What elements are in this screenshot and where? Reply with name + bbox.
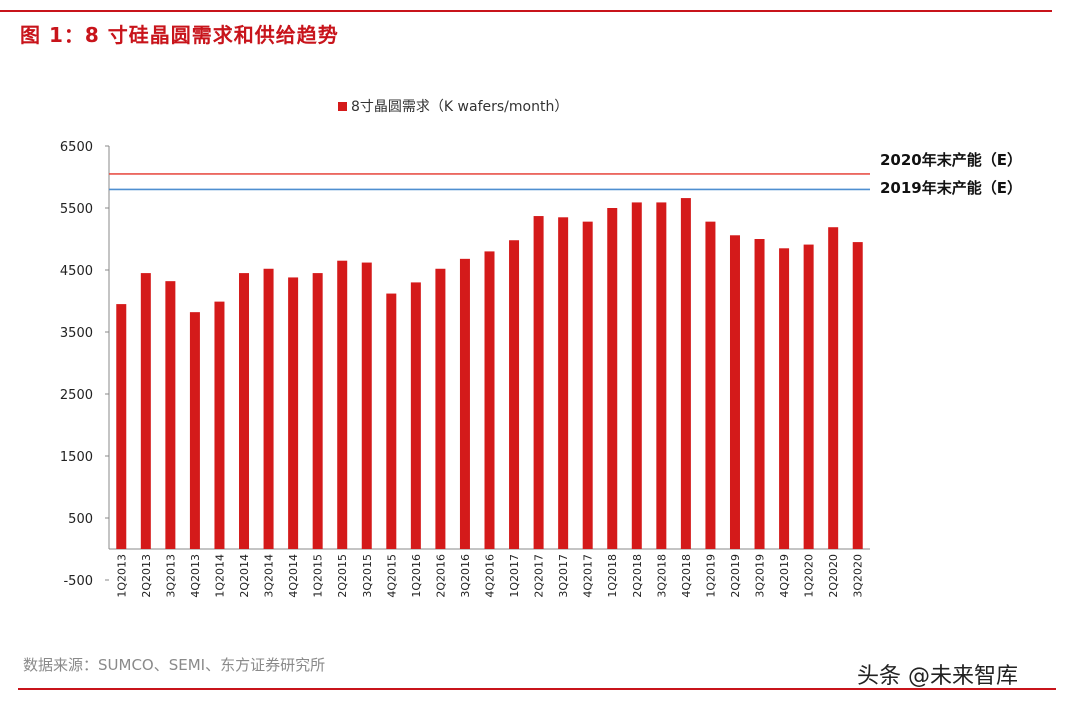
bar xyxy=(828,227,839,549)
x-tick-label: 2Q2017 xyxy=(533,554,546,598)
x-tick-label: 4Q2016 xyxy=(484,554,497,598)
x-tick-label: 1Q2013 xyxy=(115,554,128,598)
x-tick-label: 3Q2020 xyxy=(852,554,865,598)
y-tick-label: 1500 xyxy=(60,450,93,465)
bar xyxy=(558,217,569,550)
x-tick-label: 2Q2016 xyxy=(434,554,447,598)
legend-swatch xyxy=(338,102,347,111)
bar xyxy=(533,216,544,549)
bar xyxy=(165,281,176,549)
bar xyxy=(705,221,716,549)
bar xyxy=(435,268,446,549)
watermark: 头条 @未来智库 xyxy=(857,664,1018,689)
y-tick-label: 6500 xyxy=(60,140,93,155)
legend-label: 8寸晶圆需求（K wafers/month） xyxy=(351,99,568,115)
y-tick-label: 5500 xyxy=(60,202,93,217)
x-tick-label: 2Q2020 xyxy=(827,554,840,598)
bar xyxy=(239,273,250,549)
x-tick-label: 2Q2019 xyxy=(729,554,742,598)
bar xyxy=(779,248,790,550)
x-tick-label: 4Q2015 xyxy=(385,554,398,598)
x-tick-label: 3Q2018 xyxy=(655,554,668,598)
reference-line-label: 2020年末产能（E） xyxy=(880,151,1022,169)
bar xyxy=(607,208,618,549)
x-tick-label: 3Q2019 xyxy=(754,554,767,598)
x-tick-label: 3Q2015 xyxy=(361,554,374,598)
x-tick-label: 1Q2016 xyxy=(410,554,423,598)
x-tick-label: 2Q2013 xyxy=(140,554,153,598)
bar xyxy=(386,293,397,549)
bar xyxy=(631,202,642,550)
bar xyxy=(459,258,470,549)
x-tick-label: 2Q2015 xyxy=(336,554,349,598)
figure-title: 图 1：8 寸硅晶圆需求和供给趋势 xyxy=(20,23,339,47)
bar xyxy=(509,240,520,550)
top-rule xyxy=(0,10,1052,12)
x-tick-label: 1Q2017 xyxy=(508,554,521,598)
bar xyxy=(337,260,348,549)
bar xyxy=(116,304,127,549)
bar xyxy=(214,301,225,549)
bottom-rule xyxy=(18,688,1056,690)
bar xyxy=(189,312,200,549)
reference-line-label: 2019年末产能（E） xyxy=(880,179,1022,197)
x-tick-label: 2Q2018 xyxy=(631,554,644,598)
y-tick-label: 500 xyxy=(68,512,93,527)
bar xyxy=(852,242,863,549)
x-tick-label: 1Q2018 xyxy=(606,554,619,598)
bars xyxy=(116,198,863,550)
bar xyxy=(582,221,593,549)
x-tick-label: 3Q2014 xyxy=(263,554,276,598)
bar xyxy=(656,202,667,550)
x-tick-label: 1Q2020 xyxy=(803,554,816,598)
x-tick-label: 3Q2016 xyxy=(459,554,472,598)
bar xyxy=(312,273,323,549)
bar xyxy=(754,239,765,549)
y-tick-label: 3500 xyxy=(60,326,93,341)
x-tick-label: 4Q2013 xyxy=(189,554,202,598)
x-tick-label: 3Q2013 xyxy=(164,554,177,598)
axes: 6500 5500 4500 3500 2500 1500 500 -500 xyxy=(60,140,870,589)
x-tick-label: 4Q2014 xyxy=(287,554,300,598)
x-tick-label: 2Q2014 xyxy=(238,554,251,598)
x-tick-label: 1Q2015 xyxy=(312,554,325,598)
x-tick-label: 1Q2019 xyxy=(704,554,717,598)
x-axis-labels: 1Q2013 2Q2013 3Q2013 4Q2013 1Q2014 2Q2014 3Q20… xyxy=(115,554,864,598)
source-note: 数据来源：SUMCO、SEMI、东方证券研究所 xyxy=(23,656,326,674)
bar xyxy=(484,251,495,549)
bar xyxy=(729,235,740,549)
bar xyxy=(361,262,372,549)
bar xyxy=(288,277,299,549)
x-tick-label: 4Q2018 xyxy=(680,554,693,598)
bar-chart: 8寸晶圆需求（K wafers/month） 6500 5500 4500 3500 2… xyxy=(60,99,1022,598)
y-tick-label: -500 xyxy=(63,574,93,589)
chart-legend: 8寸晶圆需求（K wafers/month） xyxy=(338,99,568,115)
bar xyxy=(410,282,421,549)
bar xyxy=(140,273,151,549)
bar xyxy=(680,198,691,549)
y-tick-label: 4500 xyxy=(60,264,93,279)
y-tick-label: 2500 xyxy=(60,388,93,403)
bar xyxy=(263,268,274,549)
x-tick-label: 3Q2017 xyxy=(557,554,570,598)
bar xyxy=(803,244,814,549)
x-tick-label: 4Q2019 xyxy=(778,554,791,598)
x-tick-label: 1Q2014 xyxy=(213,554,226,598)
x-tick-label: 4Q2017 xyxy=(582,554,595,598)
reference-lines: 2020年末产能（E） 2019年末产能（E） xyxy=(109,151,1022,197)
